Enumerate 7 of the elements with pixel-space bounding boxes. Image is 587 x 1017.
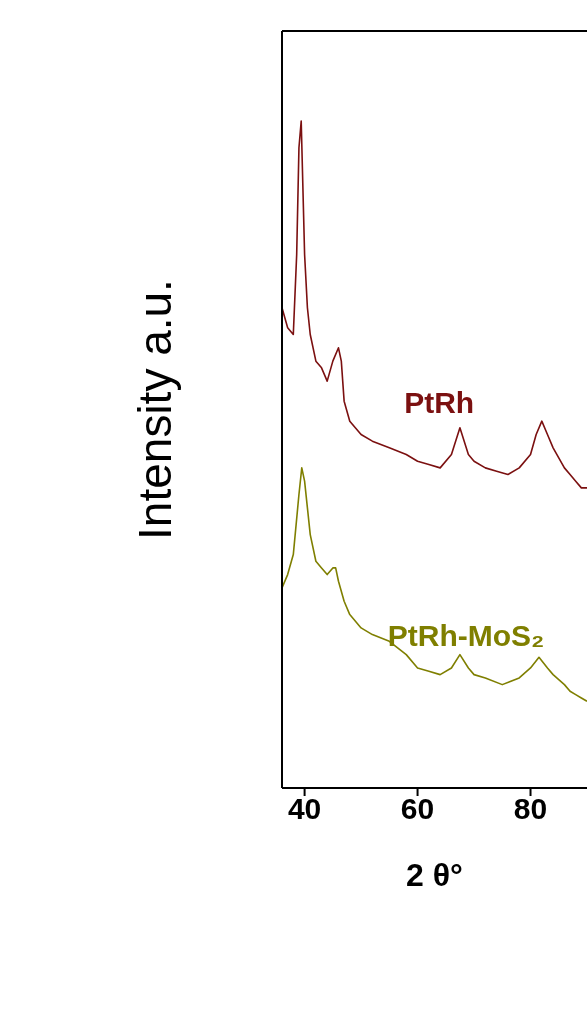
x-tick-label: 40 [287, 792, 322, 826]
series-label: PtRh-MoS₂ [387, 619, 545, 654]
y-axis-title: Intensity a.u. [129, 279, 182, 540]
x-tick-label: 80 [513, 792, 548, 826]
x-axis-title: 2 θ° [406, 857, 463, 893]
x-tick-label: 60 [400, 792, 435, 826]
series-label: PtRh [404, 385, 475, 420]
